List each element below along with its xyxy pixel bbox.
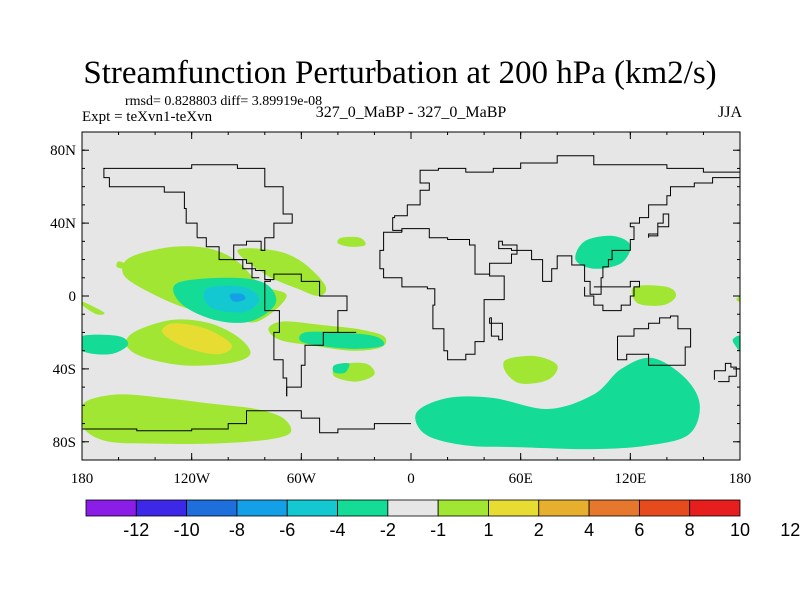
colorbar-swatch [135,499,188,517]
colorbar-swatch [286,499,338,517]
contour-fills [82,235,740,450]
colorbar-label: 4 [584,520,594,540]
coastline-8 [489,177,740,295]
contour-region-blue-core-pacific [229,293,246,302]
contour-region-blue-southern-ocean-arc [415,357,700,450]
contour-region-blue-east-pacific-small [82,334,129,355]
colorbar-swatch [85,499,137,517]
contour-region-blue-south-america-east [299,331,385,349]
x-tick-label: 60E [509,471,533,487]
colorbar-label: -1 [430,520,446,540]
y-tick-label: 80S [53,435,76,451]
contour-region-blue-south-atlantic-small [332,362,350,374]
contour-region-blue-indian-ocean [575,235,631,269]
colorbar: -12 -10 -8 -6 -4 -2 -1 1 2 4 6 8 10 12 [85,499,800,540]
coastline-12 [489,317,503,341]
colorbar-swatch [186,499,238,517]
x-tick-label: 180 [71,471,94,487]
contour-region-green-atlantic-north [337,236,366,247]
colorbar-swatch [638,499,691,517]
chart-title: Streamfunction Perturbation at 200 hPa (… [83,55,717,91]
colorbar-swatch [236,499,288,517]
contour-region-blue-east-edge [732,335,740,352]
contour-region-green-south-africa [503,355,558,384]
colorbar-swatch [337,499,389,517]
colorbar-swatch [488,499,540,517]
colorbar-label: -2 [380,520,396,540]
colorbar-label: -12 [123,520,149,540]
stats-line: rmsd= 0.828803 diff= 3.89919e-08 [125,94,323,109]
center-label: 327_0_MaBP - 327_0_MaBP [315,104,507,121]
x-tick-label: 120E [614,471,646,487]
colorbar-label: 1 [483,520,493,540]
colorbar-swatch [538,499,590,517]
colorbar-label: -10 [174,520,200,540]
coastline-4 [103,164,293,279]
contour-region-green-mid-pacific [237,248,327,297]
colorbar-label: -8 [229,520,245,540]
y-tick-label: 40N [50,216,76,232]
left-label: Expt = teXvn1-teXvn [82,109,213,125]
contour-region-green-hawaii-blob [116,261,128,269]
right-label: JJA [717,104,742,121]
colorbar-swatch [387,499,439,517]
colorbar-swatch [437,499,489,517]
coastline-9 [617,315,692,366]
contour-region-green-east-edge [736,295,740,302]
x-tick-label: 120W [173,471,211,487]
coastline-11 [648,213,670,238]
contour-region-yellow-core-southwest [162,323,233,355]
coastline-6 [392,155,740,233]
colorbar-label: 10 [730,520,750,540]
coastline-0 [82,410,411,434]
y-tick-label: 40S [53,362,76,378]
contour-region-green-west-pacific [631,285,677,306]
colorbar-swatch [689,499,741,517]
contour-region-green-band-south-pacific [82,394,292,444]
colorbar-label: -6 [279,520,295,540]
coastline-10 [584,280,640,312]
colorbar-label: -4 [330,520,346,540]
coastline-2 [264,273,348,397]
coastline-13 [713,362,737,383]
coastlines [82,155,740,434]
colorbar-label: 6 [634,520,644,540]
coastline-1 [197,237,288,397]
x-tick-label: 180 [729,471,752,487]
colorbar-label: 2 [534,520,544,540]
x-tick-label: 0 [407,471,415,487]
y-axis: 80N 40N 0 40S 80S [50,131,740,461]
contour-region-green-west-edge [82,301,105,315]
x-tick-label: 60W [287,471,317,487]
y-tick-label: 80N [50,143,76,159]
colorbar-swatch [588,499,640,517]
colorbar-label: 8 [685,520,695,540]
y-tick-label: 0 [69,289,77,305]
coastline-7 [379,228,505,361]
colorbar-label: 12 [780,520,800,540]
plot-frame [81,131,741,461]
